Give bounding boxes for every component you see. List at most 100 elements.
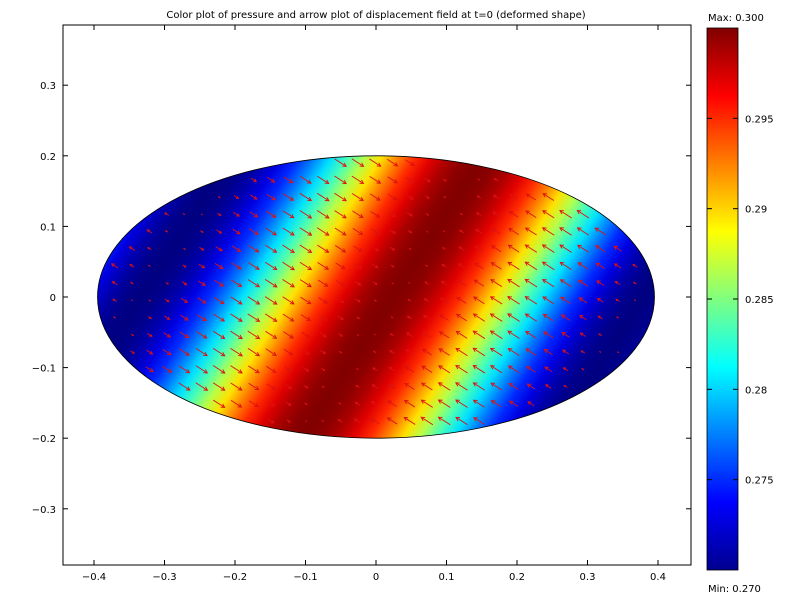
displacement-arrow (459, 213, 464, 216)
displacement-arrow (442, 178, 447, 182)
displacement-arrow (542, 210, 555, 219)
displacement-arrow (473, 279, 485, 287)
displacement-arrow (387, 400, 398, 407)
displacement-arrows (110, 158, 638, 426)
displacement-arrow (130, 299, 133, 302)
displacement-arrow (335, 262, 346, 270)
displacement-arrow (316, 210, 330, 219)
displacement-arrow (197, 280, 206, 286)
displacement-arrow (317, 262, 330, 270)
displacement-arrow (199, 246, 205, 251)
displacement-arrow (373, 299, 377, 302)
displacement-arrow (299, 193, 313, 202)
displacement-arrow (390, 264, 395, 268)
displacement-arrow (420, 382, 433, 391)
displacement-arrow (248, 245, 260, 253)
displacement-arrow (282, 244, 295, 253)
displacement-arrow (267, 401, 276, 407)
displacement-arrow (577, 262, 589, 270)
displacement-arrow (130, 281, 134, 285)
displacement-arrow (247, 279, 261, 288)
displacement-arrow (370, 228, 380, 235)
displacement-arrow (597, 315, 603, 320)
displacement-arrow (581, 368, 585, 371)
displacement-arrow (559, 227, 572, 236)
displacement-arrow (490, 279, 503, 288)
displacement-arrow (407, 298, 412, 302)
displacement-arrow (163, 332, 172, 338)
displacement-arrow (425, 212, 430, 216)
displacement-arrow (147, 316, 152, 320)
displacement-arrow (405, 349, 414, 355)
displacement-arrow (473, 262, 484, 270)
displacement-arrow (370, 210, 381, 218)
displacement-arrow (200, 213, 203, 216)
displacement-arrow (472, 313, 485, 322)
displacement-arrow (524, 296, 538, 305)
displacement-arrow (130, 333, 135, 337)
displacement-arrow (458, 246, 465, 251)
displacement-arrow (356, 368, 359, 371)
displacement-arrow (282, 296, 295, 305)
displacement-arrow (128, 246, 136, 251)
displacement-arrow (443, 196, 447, 199)
displacement-arrow (373, 334, 376, 336)
displacement-arrow (267, 177, 276, 183)
displacement-arrow (265, 244, 278, 253)
displacement-arrow (146, 349, 154, 355)
displacement-arrow (492, 211, 501, 217)
displacement-arrow (426, 230, 429, 233)
displacement-arrow (317, 175, 330, 184)
displacement-arrow (355, 298, 361, 303)
displacement-arrow (490, 262, 502, 270)
displacement-arrow (489, 330, 503, 340)
displacement-arrow (179, 348, 190, 356)
displacement-arrow (265, 330, 278, 339)
displacement-arrow (421, 365, 433, 373)
displacement-arrow (282, 313, 295, 322)
colorbar-tick-label: 0.295 (745, 114, 774, 125)
displacement-arrow (321, 367, 326, 371)
x-tick-label: −0.2 (223, 572, 247, 583)
displacement-arrow (616, 351, 620, 353)
displacement-arrow (162, 365, 173, 373)
displacement-arrow (248, 400, 259, 408)
displacement-arrow (407, 229, 413, 234)
displacement-arrow (338, 402, 342, 405)
displacement-arrow (437, 382, 451, 391)
displacement-arrow (282, 227, 295, 236)
displacement-arrow (282, 261, 295, 271)
displacement-arrow (507, 244, 520, 253)
displacement-arrow (248, 382, 260, 391)
displacement-arrow (247, 365, 260, 374)
displacement-arrow (507, 278, 520, 288)
displacement-arrow (196, 314, 208, 322)
displacement-arrow (299, 210, 313, 219)
displacement-arrow (493, 177, 499, 182)
displacement-arrow (472, 347, 486, 357)
displacement-arrow (388, 211, 397, 218)
colorbar (706, 27, 739, 571)
displacement-arrow (472, 365, 486, 374)
displacement-arrow (577, 279, 588, 287)
displacement-arrow (526, 383, 536, 390)
displacement-arrow (596, 280, 605, 286)
displacement-arrow (283, 348, 294, 356)
displacement-arrow (285, 401, 292, 406)
displacement-arrow (214, 263, 224, 269)
displacement-arrow (300, 314, 312, 322)
displacement-arrow (286, 419, 291, 423)
displacement-arrow (230, 296, 243, 305)
displacement-arrow (422, 314, 431, 321)
displacement-arrow (439, 297, 449, 304)
displacement-arrow (424, 195, 430, 199)
displacement-arrow (353, 245, 363, 252)
x-tick-label: 0.2 (509, 572, 525, 583)
displacement-arrow (489, 313, 503, 322)
displacement-arrow (231, 262, 242, 270)
y-tick-label: −0.2 (32, 434, 56, 445)
y-tick-label: 0.3 (40, 81, 56, 92)
displacement-arrow (386, 158, 399, 167)
displacement-arrow (616, 316, 620, 319)
displacement-arrow (369, 175, 382, 184)
